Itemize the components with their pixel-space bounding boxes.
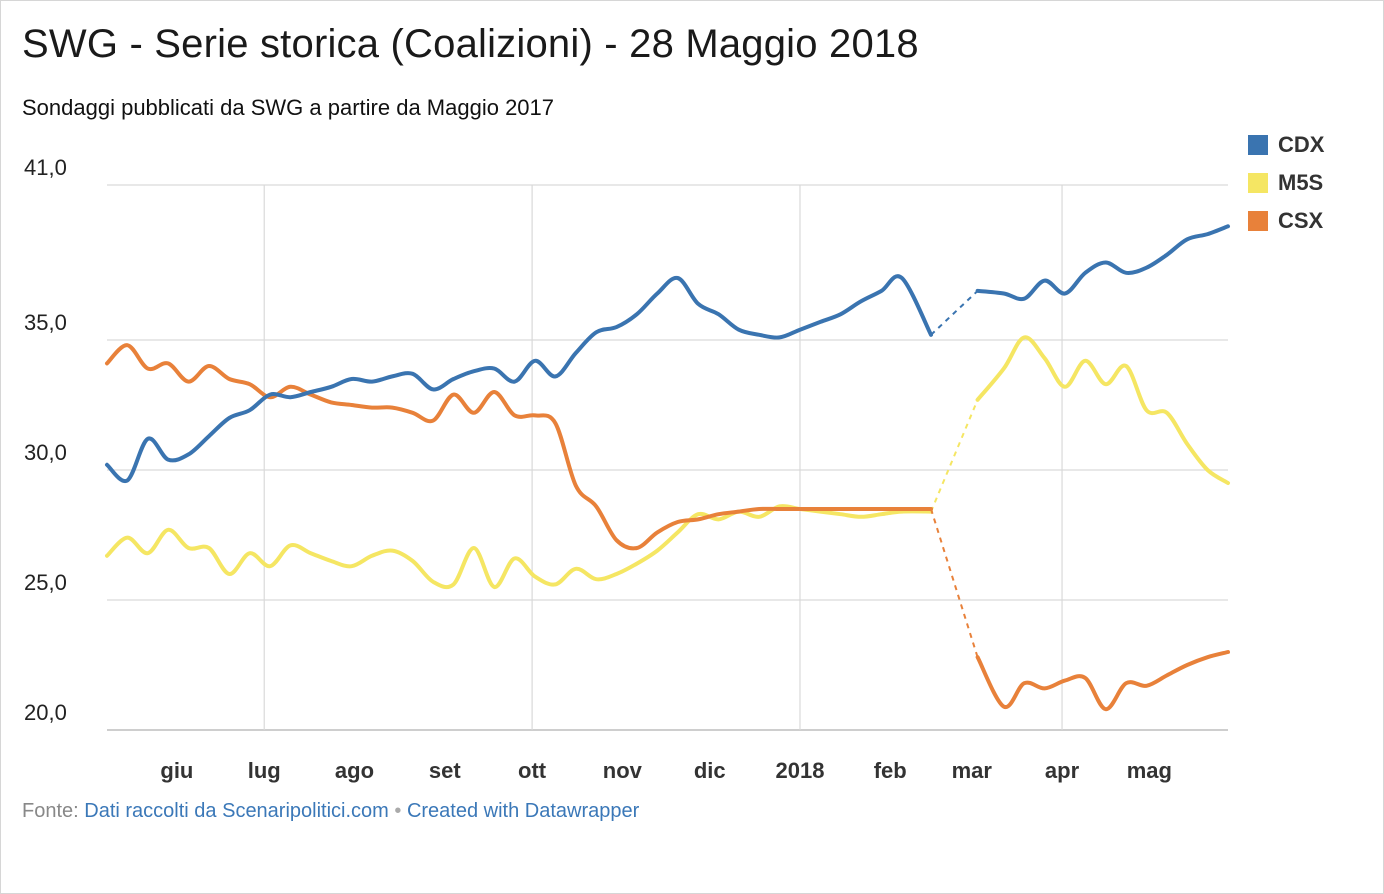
- legend-label: CSX: [1278, 208, 1324, 233]
- x-tick-label: ago: [335, 758, 374, 783]
- legend-label: M5S: [1278, 170, 1324, 195]
- legend-swatch: [1248, 135, 1268, 155]
- x-tick-label: mag: [1127, 758, 1172, 783]
- y-tick-label: 30,0: [24, 440, 67, 465]
- legend-item-csx: CSX: [1248, 202, 1324, 240]
- series-line-csx: [105, 343, 933, 551]
- datawrapper-link[interactable]: Created with Datawrapper: [406, 800, 640, 822]
- chart-title: SWG - Serie storica (Coalizioni) - 28 Ma…: [22, 22, 919, 66]
- footer-prefix: Fonte:: [22, 800, 85, 822]
- series-line-csx: [975, 650, 1230, 712]
- series-line-m5s: [975, 335, 1230, 485]
- legend: CDX M5S CSX: [1248, 126, 1324, 240]
- y-tick-label: 35,0: [24, 310, 67, 335]
- series-line-cdx: [975, 224, 1230, 302]
- footer: Fonte: Dati raccolti da Scenaripolitici.…: [22, 800, 639, 823]
- y-tick-label: 20,0: [24, 700, 67, 725]
- x-tick-label: ott: [518, 758, 547, 783]
- x-tick-label: giu: [160, 758, 193, 783]
- legend-swatch: [1248, 211, 1268, 231]
- series-gap-m5s: [930, 399, 979, 512]
- series-line-cdx: [105, 274, 933, 484]
- source-link[interactable]: Dati raccolti da Scenaripolitici.com: [84, 800, 389, 822]
- x-tick-label: set: [429, 758, 461, 783]
- x-tick-label: feb: [874, 758, 907, 783]
- x-tick-label: mar: [952, 758, 993, 783]
- x-tick-label: nov: [603, 758, 643, 783]
- series-gap-cdx: [930, 290, 979, 336]
- chart-subtitle: Sondaggi pubblicati da SWG a partire da …: [22, 95, 555, 120]
- legend-swatch: [1248, 173, 1268, 193]
- x-tick-label: lug: [248, 758, 281, 783]
- legend-item-m5s: M5S: [1248, 164, 1324, 202]
- legend-label: CDX: [1278, 132, 1325, 157]
- x-tick-label: dic: [694, 758, 726, 783]
- series-gap-csx: [930, 508, 979, 658]
- footer-separator: •: [388, 800, 407, 822]
- x-tick-label: apr: [1045, 758, 1080, 783]
- series-line-m5s: [105, 504, 933, 590]
- legend-item-cdx: CDX: [1248, 126, 1324, 164]
- y-tick-label: 25,0: [24, 570, 67, 595]
- y-tick-label: 41,0: [24, 155, 67, 180]
- x-tick-label: 2018: [776, 758, 825, 783]
